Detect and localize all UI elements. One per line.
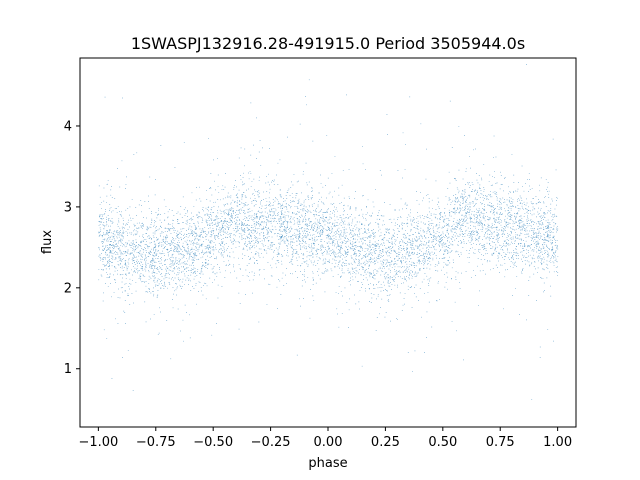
y-tick-label: 4 <box>64 119 72 134</box>
y-axis: 1 2 3 4 <box>64 119 80 377</box>
plot-frame <box>79 57 577 428</box>
chart-title: 1SWASPJ132916.28-491915.0 Period 3505944… <box>131 34 525 53</box>
x-tick-label: 0.00 <box>314 435 343 450</box>
x-axis-label: phase <box>308 456 347 471</box>
x-tick-label: −0.25 <box>251 435 291 450</box>
x-tick-label: −0.75 <box>136 435 176 450</box>
x-tick-label: 0.50 <box>428 435 457 450</box>
y-axis-label: flux <box>40 230 55 254</box>
y-tick-label: 2 <box>64 281 72 296</box>
x-axis: −1.00 −0.75 −0.50 −0.25 0.00 0.25 0.50 0.75 1.00 <box>78 427 572 450</box>
scatter-points <box>98 64 559 401</box>
x-tick-label: 0.75 <box>486 435 515 450</box>
x-tick-label: −1.00 <box>78 435 118 450</box>
x-tick-label: 1.00 <box>543 435 572 450</box>
data-points <box>98 64 559 401</box>
x-tick-label: −0.50 <box>193 435 233 450</box>
x-tick-label: 0.25 <box>371 435 400 450</box>
y-tick-label: 1 <box>64 362 72 377</box>
y-tick-label: 3 <box>64 200 72 215</box>
